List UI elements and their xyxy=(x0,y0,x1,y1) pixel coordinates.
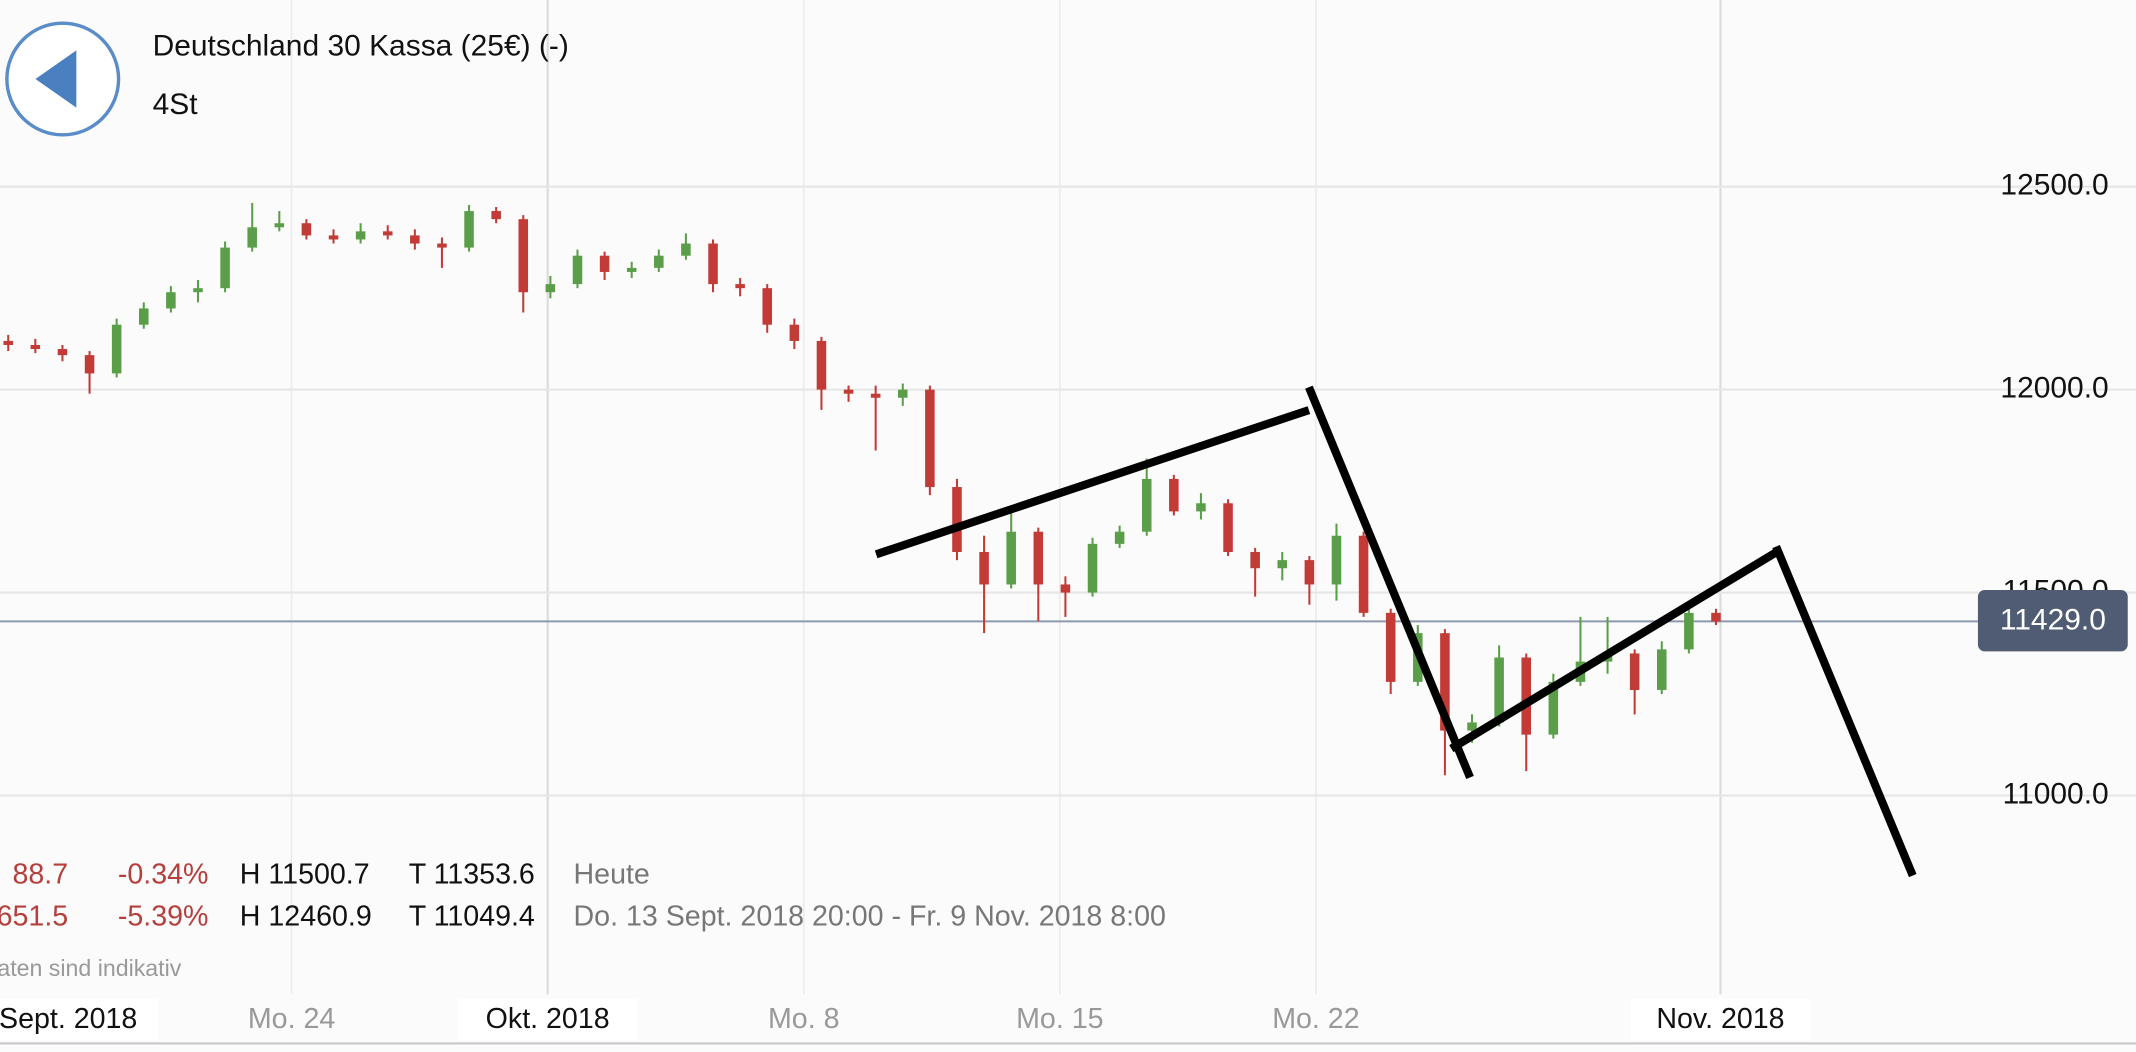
candle-body xyxy=(274,223,285,228)
y-tick-label: 12500.0 xyxy=(2000,169,2108,202)
candle-body xyxy=(1277,560,1288,569)
candle-body xyxy=(382,231,393,236)
title: Deutschland 30 Kassa (25€) (-) xyxy=(153,30,569,63)
candle-body xyxy=(1141,478,1152,532)
trend-lines xyxy=(874,385,1917,878)
candle-body xyxy=(301,223,312,236)
last-price-label: 11429.0 xyxy=(2000,603,2106,636)
stat-value: Heute xyxy=(574,858,650,890)
y-tick-label: 11000.0 xyxy=(2003,777,2109,810)
candle-body xyxy=(1304,560,1315,585)
candle-body xyxy=(1358,535,1369,613)
candle-body xyxy=(247,227,257,248)
candle-body xyxy=(84,355,95,374)
candle-body xyxy=(762,288,773,325)
x-tick-label: Okt. 2018 xyxy=(486,1003,610,1035)
stat-value: 88.7 xyxy=(13,858,69,890)
x-tick-label: Mo. 15 xyxy=(1016,1003,1103,1035)
x-tick-label: Mo. 22 xyxy=(1272,1003,1359,1035)
x-label-bg xyxy=(0,998,159,1041)
x-label-bg xyxy=(1630,998,1811,1041)
x-label-bg xyxy=(457,998,638,1041)
stat-value: H 11500.7 xyxy=(240,858,370,890)
candle-body xyxy=(1521,657,1531,735)
trend-line xyxy=(874,406,1311,559)
candle-body xyxy=(898,389,908,398)
candle-body xyxy=(1169,478,1179,512)
x-tick-label: Mo. 8 xyxy=(768,1003,840,1035)
trend-line xyxy=(1449,547,1781,753)
candle-body xyxy=(166,292,176,309)
candle-body xyxy=(220,247,230,289)
candle-body xyxy=(789,324,800,341)
candle-body xyxy=(1684,612,1694,650)
candle-body xyxy=(545,284,556,293)
candle-body xyxy=(654,255,664,268)
candle-body xyxy=(491,211,501,220)
candle-body xyxy=(1331,535,1342,585)
candle-body xyxy=(681,243,691,256)
x-tick-label: Nov. 2018 xyxy=(1656,1003,1784,1035)
candle-body xyxy=(1711,612,1721,622)
candle-body xyxy=(572,255,583,285)
candle-body xyxy=(1385,612,1396,682)
candle-body xyxy=(30,344,41,350)
candle-body xyxy=(1196,503,1206,512)
candle-body xyxy=(355,231,366,240)
stat-value: T 11353.6 xyxy=(409,858,535,890)
candle-body xyxy=(1114,531,1125,544)
candle-body xyxy=(1548,681,1559,735)
stat-value: -5.39% xyxy=(118,901,209,933)
y-tick-label: 12000.0 xyxy=(2000,372,2108,405)
candle-body xyxy=(816,340,827,390)
candle-body xyxy=(1494,657,1504,723)
x-tick-label: Mo. 24 xyxy=(248,1003,336,1035)
candle-body xyxy=(193,288,203,293)
candle-body xyxy=(1250,551,1260,569)
candle-body xyxy=(708,243,718,285)
candle-body xyxy=(626,267,637,272)
interval: 4St xyxy=(153,88,199,121)
candle-body xyxy=(464,211,474,248)
stat-value: Do. 13 Sept. 2018 20:00 - Fr. 9 Nov. 201… xyxy=(574,901,1166,933)
stat-value: H 12460.9 xyxy=(240,901,372,933)
candle-body xyxy=(1033,531,1044,585)
back-arrow[interactable] xyxy=(35,50,77,108)
candle-body xyxy=(1006,531,1016,585)
trend-line xyxy=(1772,544,1917,878)
stat-value: 651.5 xyxy=(0,901,68,933)
candle-body xyxy=(925,389,935,488)
trend-line xyxy=(1305,385,1474,780)
candle-body xyxy=(1657,649,1667,690)
back-button[interactable] xyxy=(5,21,121,137)
candle-body xyxy=(57,349,68,356)
candle-body xyxy=(328,235,339,240)
candle-body xyxy=(1223,503,1233,552)
note: aten sind indikativ xyxy=(0,955,182,981)
candle-body xyxy=(437,243,447,248)
candle-body xyxy=(1087,543,1098,593)
candle-body xyxy=(518,219,529,293)
candle-body xyxy=(410,235,420,244)
last-price-box xyxy=(1977,590,2128,652)
candle-body xyxy=(952,487,962,552)
x-tick-label: Sept. 2018 xyxy=(0,1003,137,1035)
candle-body xyxy=(111,324,122,374)
candle-body xyxy=(843,389,854,394)
candle-body xyxy=(3,340,14,345)
candle-body xyxy=(1467,722,1477,731)
candle-body xyxy=(1060,584,1071,593)
stat-value: -0.34% xyxy=(118,858,209,890)
candle-body xyxy=(139,308,149,325)
candle-body xyxy=(870,393,881,398)
candle-body xyxy=(1440,633,1450,731)
candle-body xyxy=(735,284,745,289)
candle-body xyxy=(599,255,610,272)
stat-value: T 11049.4 xyxy=(409,901,535,933)
candle-body xyxy=(1629,653,1640,690)
candle-body xyxy=(979,551,989,585)
